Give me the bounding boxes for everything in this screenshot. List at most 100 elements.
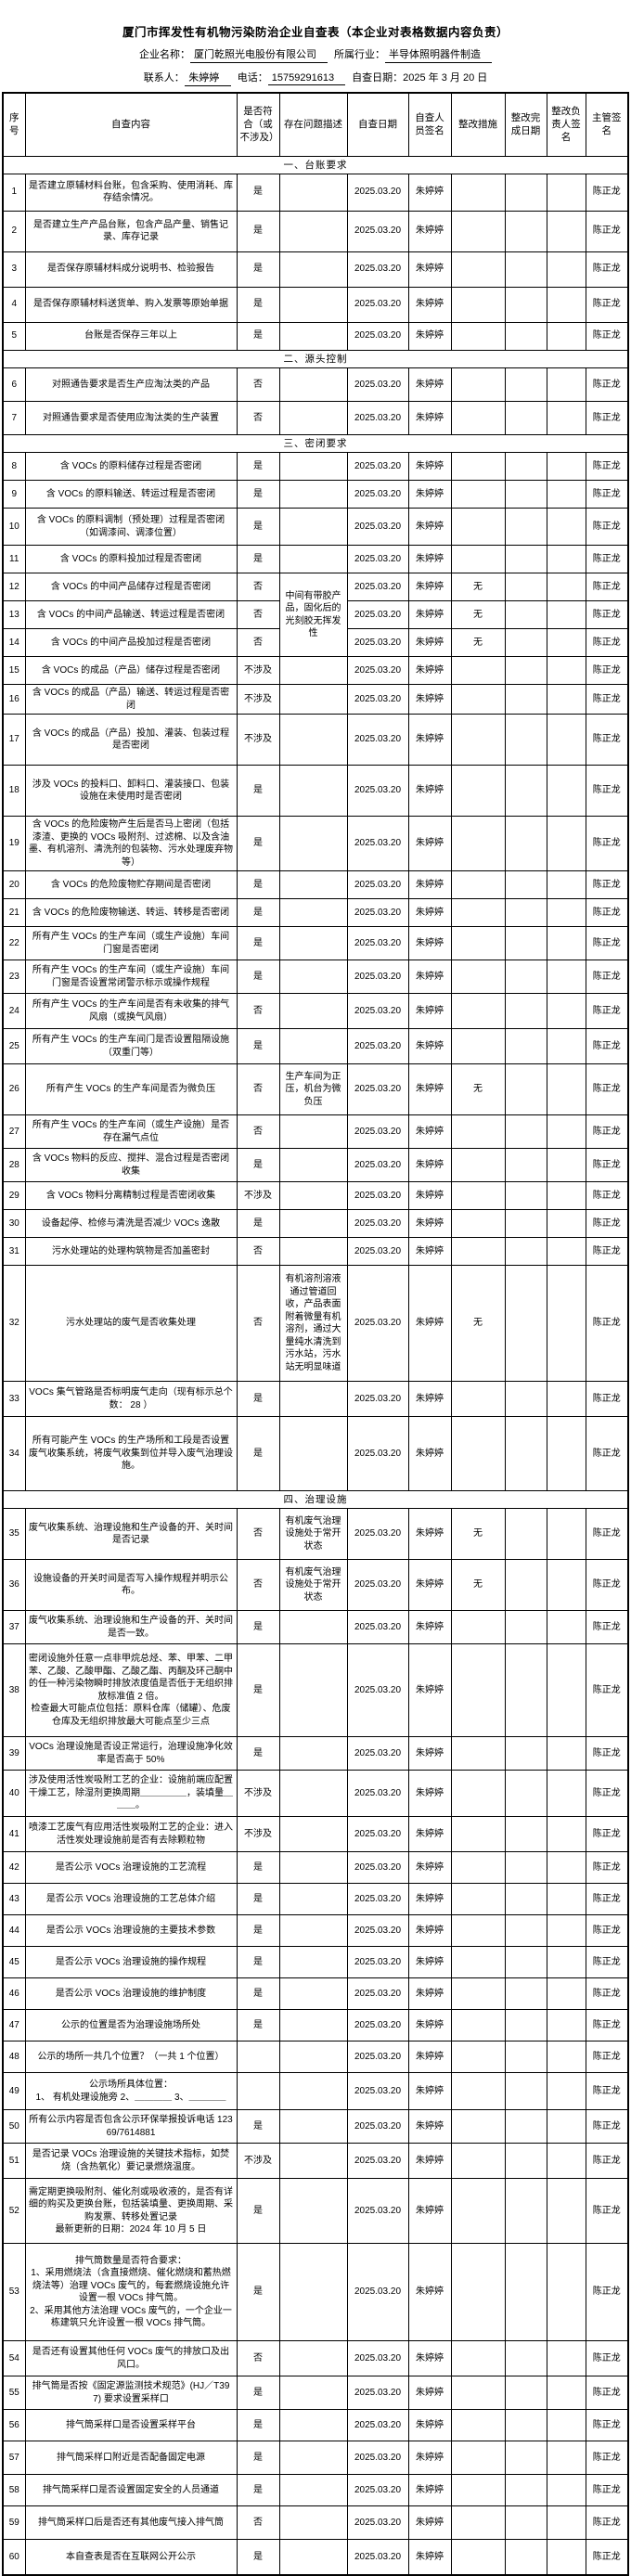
cell-fix_sign (546, 367, 586, 402)
cell-inspector: 朱婷婷 (407, 1265, 452, 1383)
cell-inspector: 朱婷婷 (407, 1643, 452, 1738)
cell-problem: 生产车间为正压，机台为微负压 (278, 1063, 348, 1116)
cell-inspector: 朱婷婷 (407, 870, 452, 900)
column-header-2: 是否符合（或不涉及） (236, 92, 280, 157)
cell-fix_sign (546, 2109, 586, 2145)
cell-comply: 是 (236, 480, 280, 509)
cell-fix_sign (546, 1851, 586, 1885)
cell-measure (450, 2143, 506, 2180)
cell-fix_date (504, 656, 547, 686)
table-row: 25 所有产生 VOCs 的生产车间门是否设置阻隔设施（双重门等）是 2025.03… (2, 1028, 629, 1065)
cell-measure: 无 (450, 1265, 506, 1383)
cell-inspector: 朱婷婷 (407, 1114, 452, 1150)
table-row: 17 含 VOCs 的成品（产品）投加、灌装、包装过程是否密闭 不涉及 2025.03… (2, 714, 629, 766)
cell-no: 38 (2, 1643, 26, 1738)
table-row: 27 所有产生 VOCs 的生产车间（或生产设施）是否存在漏气点位否 2025.03… (2, 1114, 629, 1150)
cell-supervisor: 陈正龙 (585, 173, 629, 212)
cell-supervisor: 陈正龙 (585, 1181, 629, 1211)
cell-content: 是否保存原辅材料成分说明书、检验报告 (24, 251, 238, 288)
table-row: 12 含 VOCs 的中间产品储存过程是否密闭否中间有带胶产品，固化后的光刻胶无挥… (2, 573, 629, 658)
cell-supervisor: 陈正龙 (585, 367, 629, 402)
cell-supervisor: 陈正龙 (585, 2178, 629, 2245)
cell-fix_sign (546, 898, 586, 928)
cell-fix_sign (546, 960, 586, 995)
cell-fix_date (504, 2505, 547, 2541)
table-row: 32 污水处理站的废气是否收集处理否有机溶剂溶液通过管道回收，产品表面附着微量有机… (2, 1265, 629, 1383)
cell-supervisor: 陈正龙 (585, 2539, 629, 2576)
cell-comply: 是 (236, 1209, 280, 1239)
cell-problem (278, 367, 348, 402)
cell-fix_date (504, 2340, 547, 2377)
cell-no: 34 (2, 1416, 26, 1492)
cell-date: 2025.03.20 (346, 960, 409, 995)
cell-fix_sign (546, 1148, 586, 1183)
column-header-5: 自查人员签名 (407, 92, 452, 157)
cell-measure (450, 993, 506, 1030)
cell-fix_sign (546, 1381, 586, 1418)
cell-content: 含 VOCs 的原料投加过程是否密闭 (24, 545, 238, 574)
cell-no: 14 (2, 628, 26, 658)
cell-supervisor: 陈正龙 (585, 1063, 629, 1116)
selfcheck-date-label: 自查日期： (352, 72, 404, 84)
cell-no: 44 (2, 1914, 26, 1948)
cell-content: 含 VOCs 的成品（产品）储存过程是否密闭 (24, 656, 238, 686)
cell-inspector: 朱婷婷 (407, 1610, 452, 1645)
table-row: 2 是否建立生产产品台账，包含产品产量、销售记录、库存记录是 2025.03.20 朱… (2, 210, 629, 252)
cell-fix_date (504, 2041, 547, 2074)
cell-fix_sign (546, 1265, 586, 1383)
cell-measure (450, 1148, 506, 1183)
cell-comply: 否 (236, 600, 280, 630)
cell-content: 需定期更换吸附剂、催化剂或吸收液的，是否有详细的购买及更换台账，包括装填量、更换… (24, 2178, 238, 2245)
cell-fix_sign (546, 210, 586, 252)
table-row: 5 台账是否保存三年以上是 2025.03.20 朱婷婷 陈正龙 (2, 321, 629, 351)
cell-problem (278, 1914, 348, 1948)
cell-fix_date (504, 1610, 547, 1645)
table-row: 16 含 VOCs 的成品（产品）输送、转运过程是否密闭 不涉及 2025.03.20… (2, 684, 629, 715)
cell-comply: 是 (236, 286, 280, 323)
cell-no: 6 (2, 367, 26, 402)
cell-inspector: 朱婷婷 (407, 2178, 452, 2245)
cell-fix_sign (546, 545, 586, 574)
cell-no: 36 (2, 1559, 26, 1612)
table-row: 57 排气筒采样口附近是否配备固定电源是 2025.03.20 朱婷婷 陈正龙 (2, 2441, 629, 2476)
cell-fix_date (504, 1237, 547, 1267)
cell-fix_sign (546, 286, 586, 323)
cell-date: 2025.03.20 (346, 656, 409, 686)
cell-date: 2025.03.20 (346, 628, 409, 658)
cell-comply: 是 (236, 870, 280, 900)
cell-problem (278, 684, 348, 715)
cell-no: 46 (2, 1977, 26, 2011)
cell-no: 28 (2, 1148, 26, 1183)
cell-supervisor: 陈正龙 (585, 816, 629, 872)
cell-supervisor: 陈正龙 (585, 2505, 629, 2541)
cell-fix_sign (546, 2178, 586, 2245)
cell-inspector: 朱婷婷 (407, 1883, 452, 1916)
table-row: 14 含 VOCs 的中间产品投加过程是否密闭否 2025.03.20 朱婷婷无 陈正龙 (2, 628, 629, 658)
cell-comply: 不涉及 (236, 1770, 280, 1818)
cell-content: 公示的场所一共几个位置？（一共 1 个位置） (24, 2041, 238, 2074)
cell-fix_sign (546, 926, 586, 961)
cell-measure (450, 1181, 506, 1211)
table-row: 26 所有产生 VOCs 的生产车间是否为微负压否生产车间为正压，机台为微负压 20… (2, 1063, 629, 1116)
cell-date: 2025.03.20 (346, 2109, 409, 2145)
cell-problem: 中间有带胶产品，固化后的光刻胶无挥发性 (278, 573, 348, 658)
cell-fix_date (504, 628, 547, 658)
cell-comply: 是 (236, 898, 280, 928)
table-row: 10 含 VOCs 的原料调制（预处理）过程是否密闭（如调漆间、调漆位置）是 202… (2, 508, 629, 547)
cell-inspector: 朱婷婷 (407, 480, 452, 509)
cell-supervisor: 陈正龙 (585, 1148, 629, 1183)
table-row: 55 排气筒是否按《固定源监测技术规范》(HJ／T397) 要求设置采样口是 202… (2, 2376, 629, 2411)
cell-inspector: 朱婷婷 (407, 286, 452, 323)
cell-supervisor: 陈正龙 (585, 628, 629, 658)
cell-fix_sign (546, 2376, 586, 2411)
cell-inspector: 朱婷婷 (407, 1028, 452, 1065)
cell-comply: 不涉及 (236, 1181, 280, 1211)
cell-date: 2025.03.20 (346, 2340, 409, 2377)
cell-date: 2025.03.20 (346, 480, 409, 509)
cell-fix_date (504, 1416, 547, 1492)
cell-no: 50 (2, 2109, 26, 2145)
cell-problem (278, 2243, 348, 2342)
cell-content: 含 VOCs 的原料调制（预处理）过程是否密闭（如调漆间、调漆位置） (24, 508, 238, 547)
cell-fix_sign (546, 993, 586, 1030)
contact-info-line: 联系人： 朱婷婷 电话： 15759291613 自查日期：2025 年 3 月 2… (0, 70, 631, 86)
